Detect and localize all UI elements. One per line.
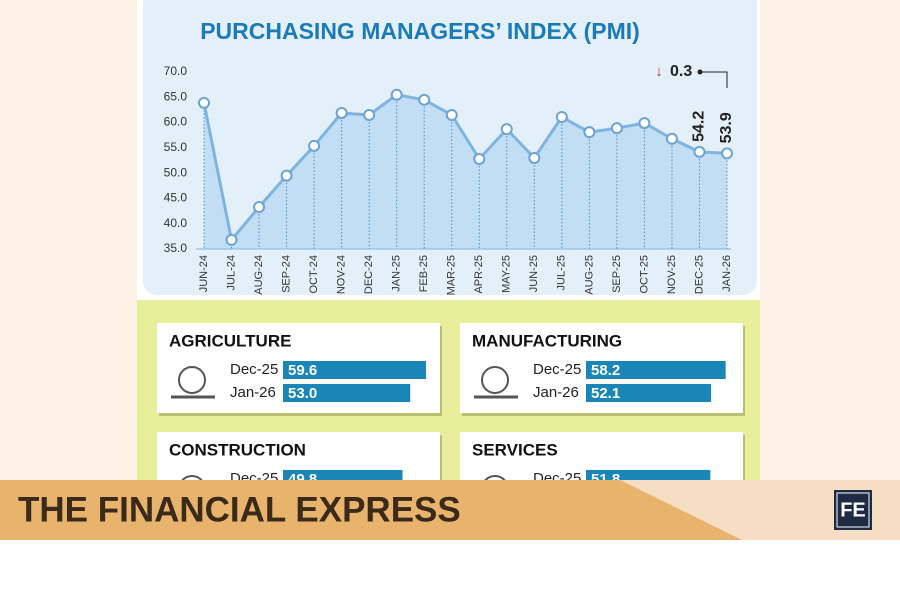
x-tick-label: SEP-25: [611, 255, 623, 293]
x-tick-label: NOV-24: [336, 255, 348, 294]
banner-title: THE FINANCIAL EXPRESS: [18, 490, 461, 529]
side-background: [760, 0, 900, 480]
point: [418, 93, 431, 106]
point: [225, 233, 238, 246]
data-label: 54.2: [691, 111, 708, 142]
point: [555, 111, 568, 124]
y-tick-label: 40.0: [164, 216, 188, 230]
y-tick-label: 50.0: [164, 165, 188, 179]
y-tick-label: 70.0: [164, 64, 188, 78]
annotation-bracket: [700, 71, 728, 88]
x-tick-label: AUG-24: [253, 255, 265, 295]
side-background: [0, 0, 137, 480]
x-tick-label: JUL-24: [225, 255, 237, 290]
x-tick-label: OCT-25: [638, 255, 650, 294]
logo-box: [834, 490, 872, 530]
x-tick-label: APR-25: [473, 255, 485, 294]
bar-value: 58.2: [591, 362, 620, 379]
area: [204, 94, 727, 249]
x-tick-label: OCT-24: [308, 255, 320, 294]
point: [721, 147, 733, 160]
bar-category: Jan-26: [230, 384, 276, 401]
y-tick-label: 45.0: [164, 191, 188, 205]
bar: [283, 384, 411, 402]
x-tick-label: NOV-25: [666, 255, 678, 294]
point: [390, 88, 403, 101]
x-tick-label: FEB-25: [418, 255, 430, 292]
bar: [283, 361, 427, 379]
point: [693, 145, 706, 158]
sector-title: CONSTRUCTION: [169, 440, 306, 459]
bar-category: Jan-26: [533, 384, 579, 401]
sector-icon: [481, 366, 509, 394]
point: [253, 201, 266, 214]
bar-value: 52.1: [591, 385, 620, 402]
plot: 35.0 40.0 45.0 50.0 55.0 60.0 65.0 70.0 JUN-24 JU…: [164, 64, 736, 295]
x-tick-label: DEC-24: [363, 255, 375, 294]
point: [198, 96, 210, 109]
y-tick-label: 55.0: [164, 140, 188, 154]
point: [528, 151, 541, 164]
sector-icon: [178, 366, 206, 394]
annotation: 0.3: [670, 63, 692, 80]
y-tick-label: 60.0: [164, 115, 188, 129]
x-tick-label: SEP-24: [280, 255, 292, 293]
logo: FE: [840, 499, 866, 521]
point: [583, 126, 596, 139]
y-tick-label: 65.0: [164, 89, 188, 103]
banner-accent: [0, 480, 742, 540]
bar-value: 53.0: [288, 385, 317, 402]
sector-title: MANUFACTURING: [472, 331, 622, 350]
point: [500, 123, 513, 136]
bar-category: Dec-25: [230, 361, 278, 378]
y-tick-label: 35.0: [164, 241, 188, 255]
bar: [586, 384, 712, 402]
point: [665, 132, 678, 145]
point: [363, 108, 376, 121]
point: [280, 169, 293, 182]
x-tick-label: JUL-25: [556, 255, 568, 290]
sector-title: SERVICES: [472, 440, 558, 459]
point: [308, 139, 321, 152]
point: [610, 122, 623, 135]
point: [445, 108, 458, 121]
down-arrow: ↓: [655, 63, 663, 80]
x-tick-label: JUN-25: [528, 255, 540, 292]
bar-value: 59.6: [288, 362, 317, 379]
point: [335, 106, 348, 119]
bar-category: Dec-25: [533, 361, 581, 378]
data-label: 53.9: [718, 112, 735, 143]
x-tick-label: JAN-26: [721, 255, 733, 292]
point: [473, 152, 486, 165]
chart-title: PURCHASING MANAGERS’ INDEX (PMI): [200, 18, 640, 44]
x-tick-label: JAN-25: [391, 255, 403, 292]
sector-title: AGRICULTURE: [169, 331, 291, 350]
x-tick-label: JUN-24: [198, 255, 210, 292]
x-tick-label: MAR-25: [446, 255, 458, 295]
x-tick-label: AUG-25: [583, 255, 595, 295]
logo-frame: [836, 492, 870, 528]
point: [638, 117, 651, 130]
x-tick-label: DEC-25: [693, 255, 705, 294]
x-tick-label: MAY-25: [501, 255, 513, 293]
bar: [586, 361, 726, 379]
